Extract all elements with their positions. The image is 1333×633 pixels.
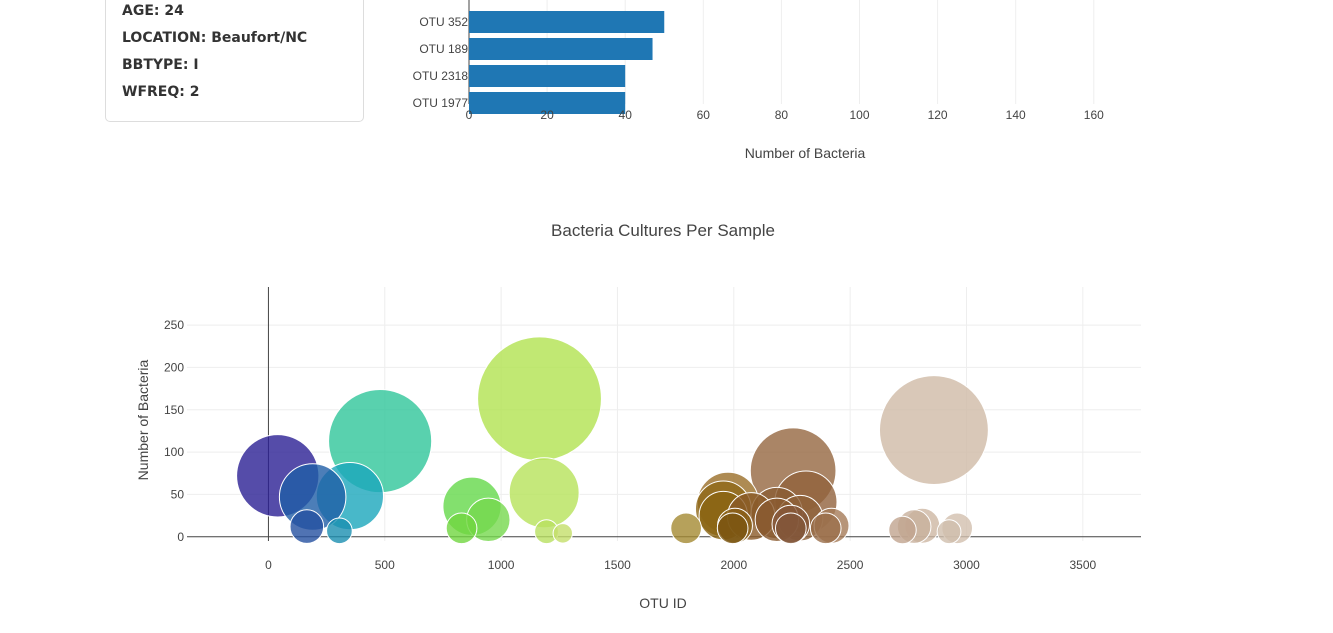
bubble-y-tick-label: 100 (164, 445, 184, 459)
age-value: 24 (164, 3, 184, 19)
bar-x-tick-label: 120 (928, 108, 948, 122)
bar (469, 11, 665, 33)
demographic-bbtype: BBTYPE: I (122, 57, 307, 84)
bubble-point (776, 494, 824, 542)
bubble-point (774, 512, 807, 545)
bubble-point (813, 507, 850, 544)
bubble-point (326, 517, 353, 545)
bubble-point (774, 470, 838, 534)
bubble-point (466, 497, 511, 543)
bubble-y-tick-label: 200 (164, 360, 184, 374)
bubble-x-tick-label: 2000 (720, 558, 747, 572)
bubble-point (904, 507, 941, 544)
bubble-x-axis-title: OTU ID (639, 595, 686, 611)
bubble-point (315, 462, 384, 531)
bubble-point (878, 375, 989, 486)
bubble-point (749, 427, 837, 515)
bar-x-tick-label: 60 (697, 108, 711, 122)
bubble-point (289, 509, 325, 544)
bubble-point (278, 463, 347, 531)
bar-x-tick-labels: 0 20 40 60 80 100 120 140 160 (466, 108, 1104, 122)
top-otu-bar-chart: OTU 352 OTU 189 OTU 2318 OTU 1977 0 20 40 60 80… (413, 0, 1104, 161)
bubble-point (698, 490, 749, 541)
bubble-series (236, 336, 989, 545)
bar-category-label: OTU 352 (419, 15, 468, 29)
bubble-x-tick-label: 2500 (837, 558, 864, 572)
bubble-y-tick-label: 250 (164, 318, 184, 332)
bubble-point (941, 512, 974, 545)
bubble-point (236, 434, 320, 518)
demographic-age: AGE: 24 (122, 3, 307, 30)
bubble-x-tick-label: 1000 (488, 558, 515, 572)
bubble-axes (187, 287, 1141, 541)
bubble-chart-title: Bacteria Cultures Per Sample (551, 221, 775, 240)
bar-category-label: OTU 1977 (413, 96, 469, 110)
bar (469, 38, 653, 60)
bar-x-tick-label: 20 (540, 108, 554, 122)
bar-series (469, 11, 665, 114)
bubble-point (445, 512, 478, 545)
wfreq-value: 2 (189, 84, 200, 100)
bubble-point (508, 457, 580, 529)
bubble-point (328, 389, 433, 494)
bubble-point (552, 523, 573, 544)
bubble-x-tick-label: 1500 (604, 558, 631, 572)
bubble-point (750, 486, 804, 540)
age-label: AGE: (122, 3, 160, 19)
demographic-list: AGE: 24 LOCATION: Beaufort/NC BBTYPE: I … (122, 3, 307, 111)
bubble-point (888, 515, 917, 545)
bubble-point (694, 480, 752, 538)
bar-x-tick-label: 100 (849, 108, 869, 122)
bubble-point (442, 476, 502, 536)
bubble-point (936, 519, 962, 545)
bar (469, 92, 626, 114)
wfreq-label: WFREQ: (122, 84, 185, 100)
bbtype-label: BBTYPE: (122, 57, 189, 73)
bar (469, 65, 626, 87)
bar-x-tick-label: 40 (619, 108, 633, 122)
bubble-point (896, 509, 932, 544)
bubble-point (477, 336, 602, 462)
bar-category-label: OTU 2318 (413, 69, 469, 83)
bubble-x-tick-label: 500 (375, 558, 395, 572)
bubble-point (670, 512, 702, 545)
bubble-x-tick-labels: 0 500 1000 1500 2000 2500 3000 3500 (265, 558, 1096, 572)
bar-category-labels: OTU 352 OTU 189 OTU 2318 OTU 1977 (413, 15, 469, 110)
bubble-point (809, 512, 842, 545)
demographic-location: LOCATION: Beaufort/NC (122, 30, 307, 57)
bubble-y-tick-label: 150 (164, 403, 184, 417)
bubble-point (726, 492, 776, 541)
bubble-y-axis-title: Number of Bacteria (135, 359, 151, 480)
bubble-gridlines (187, 287, 1141, 541)
demographic-wfreq: WFREQ: 2 (122, 84, 307, 111)
location-value: Beaufort/NC (211, 30, 308, 46)
bar-x-tick-label: 80 (775, 108, 789, 122)
bubble-x-tick-label: 0 (265, 558, 272, 572)
bubble-point (716, 507, 753, 544)
bar-x-axis-title: Number of Bacteria (745, 145, 866, 161)
bubble-point (696, 471, 760, 535)
location-label: LOCATION: (122, 30, 207, 46)
bubble-point (716, 512, 749, 545)
bubble-point (771, 504, 811, 544)
bubble-x-tick-label: 3000 (953, 558, 980, 572)
bar-x-tick-label: 160 (1084, 108, 1104, 122)
bubble-x-tick-label: 3500 (1069, 558, 1096, 572)
bubble-y-tick-label: 50 (171, 487, 185, 501)
bubble-y-tick-label: 0 (177, 530, 184, 544)
bar-category-label: OTU 189 (419, 42, 468, 56)
bubble-point (534, 519, 559, 545)
bar-x-tick-label: 0 (466, 108, 473, 122)
bar-x-tick-label: 140 (1006, 108, 1026, 122)
bbtype-value: I (193, 57, 199, 73)
demographic-info-card: AGE: 24 LOCATION: Beaufort/NC BBTYPE: I … (105, 0, 364, 122)
bubble-y-tick-labels: 0 50 100 150 200 250 (164, 318, 184, 544)
bubble-point (754, 497, 800, 543)
